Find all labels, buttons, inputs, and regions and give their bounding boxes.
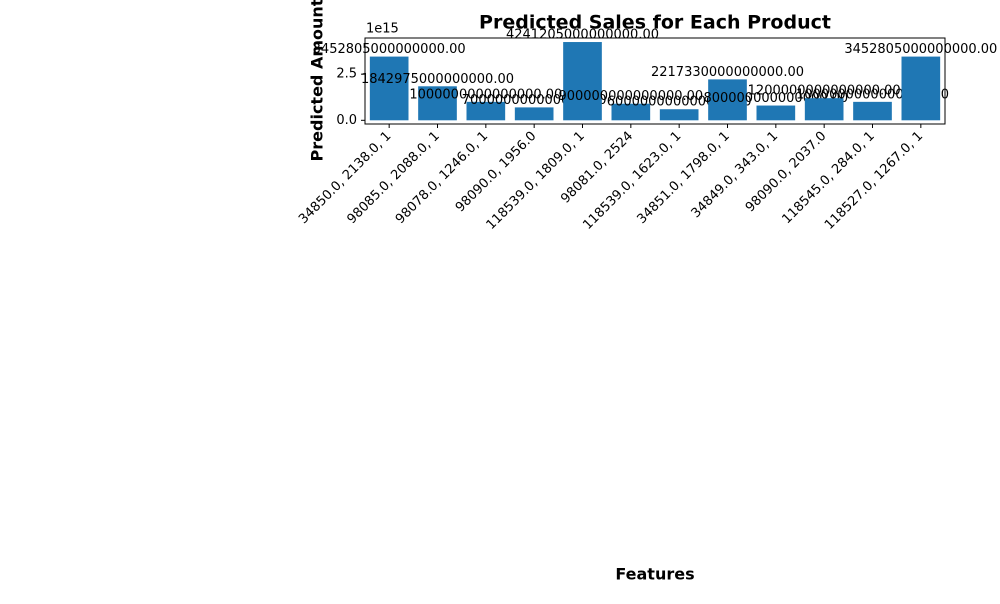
bar	[659, 109, 699, 121]
x-tick-label: 98078.0, 1246.0, 1	[393, 129, 491, 227]
bar	[901, 56, 941, 121]
y-axis-label: Predicted Amount	[308, 0, 327, 161]
value-label: 4241205000000000.00	[506, 28, 659, 43]
bar	[804, 98, 844, 121]
value-label: 1842975000000000.00	[361, 72, 514, 87]
x-tick-label: 98090.0, 2037.0	[743, 129, 830, 216]
value-label: 3452805000000000.00	[844, 42, 997, 57]
value-label: 900000000000000.00	[558, 89, 703, 104]
value-label: 1000000000000000.00	[409, 87, 562, 102]
bar	[611, 103, 651, 121]
value-label: 1200000000000000.00	[748, 84, 901, 99]
bar	[418, 86, 457, 121]
value-label: 3452805000000000.00	[313, 42, 466, 57]
x-tick-label: 98090.0, 1956.0	[453, 129, 540, 216]
x-axis-label: Features	[615, 565, 694, 584]
bar	[708, 79, 747, 121]
value-label: 2217330000000000.00	[651, 65, 804, 80]
y-offset-label: 1e15	[366, 22, 399, 37]
bar	[563, 42, 602, 121]
chart-title: Predicted Sales for Each Product	[479, 12, 831, 34]
bar	[369, 56, 409, 121]
x-tick-label: 98085.0, 2088.0, 1	[344, 129, 442, 227]
y-tick-label: 2.5	[336, 67, 357, 82]
bar	[466, 101, 506, 121]
y-tick-label: 0.0	[336, 113, 357, 128]
x-tick-label: 118527.0, 1267.0, 1	[822, 129, 926, 233]
bar	[514, 107, 554, 121]
x-tick-label: 118545.0, 284.0, 1	[779, 129, 877, 227]
x-tick-label: 34851.0, 1798.0, 1	[634, 129, 732, 227]
bar	[756, 105, 796, 121]
x-tick-label: 34849.0, 343.0, 1	[689, 129, 781, 221]
bar	[853, 101, 892, 121]
plot-frame	[364, 37, 946, 125]
